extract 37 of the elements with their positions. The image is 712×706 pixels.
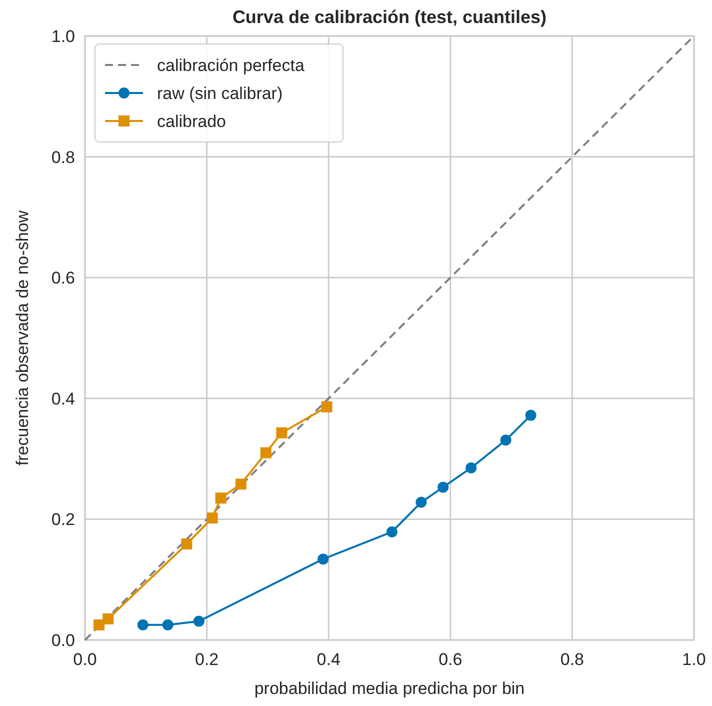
point — [193, 616, 204, 627]
point — [318, 554, 329, 565]
legend-label: calibrado — [157, 112, 226, 131]
y-tick-label: 0.2 — [51, 510, 75, 530]
point — [215, 492, 226, 504]
y-tick-label: 0.0 — [51, 631, 75, 650]
point — [206, 512, 218, 524]
point — [94, 619, 105, 630]
point — [386, 526, 398, 538]
x-tick-label: 0.0 — [73, 650, 97, 669]
point — [102, 613, 114, 624]
point — [321, 401, 332, 412]
x-tick-label: 0.2 — [194, 650, 219, 669]
point — [181, 538, 192, 550]
point — [466, 462, 477, 474]
point — [137, 619, 148, 630]
point — [416, 496, 427, 508]
y-tick-label: 0.4 — [51, 389, 75, 408]
legend-label: raw (sin calibrar) — [157, 84, 283, 103]
y-axis-title: frecuencia observada de no-show — [13, 210, 32, 466]
legend-label: calibración perfecta — [157, 56, 305, 75]
y-tick-label: 0.8 — [51, 148, 75, 167]
x-tick-label: 0.8 — [560, 650, 584, 669]
point — [260, 447, 272, 458]
y-tick-label: 1.0 — [51, 27, 75, 46]
x-tick-label: 0.6 — [438, 650, 462, 669]
x-tick-label: 0.4 — [316, 650, 340, 669]
point — [162, 619, 174, 630]
x-axis-title: probabilidad media predicha por bin — [254, 679, 525, 698]
point — [438, 482, 449, 493]
point — [235, 478, 246, 490]
point — [500, 434, 512, 446]
chart-title: Curva de calibración (test, cuantiles) — [232, 7, 547, 27]
point — [276, 427, 288, 438]
point — [525, 410, 536, 421]
y-tick-label: 0.6 — [51, 268, 75, 288]
x-tick-label: 1.0 — [682, 650, 706, 669]
